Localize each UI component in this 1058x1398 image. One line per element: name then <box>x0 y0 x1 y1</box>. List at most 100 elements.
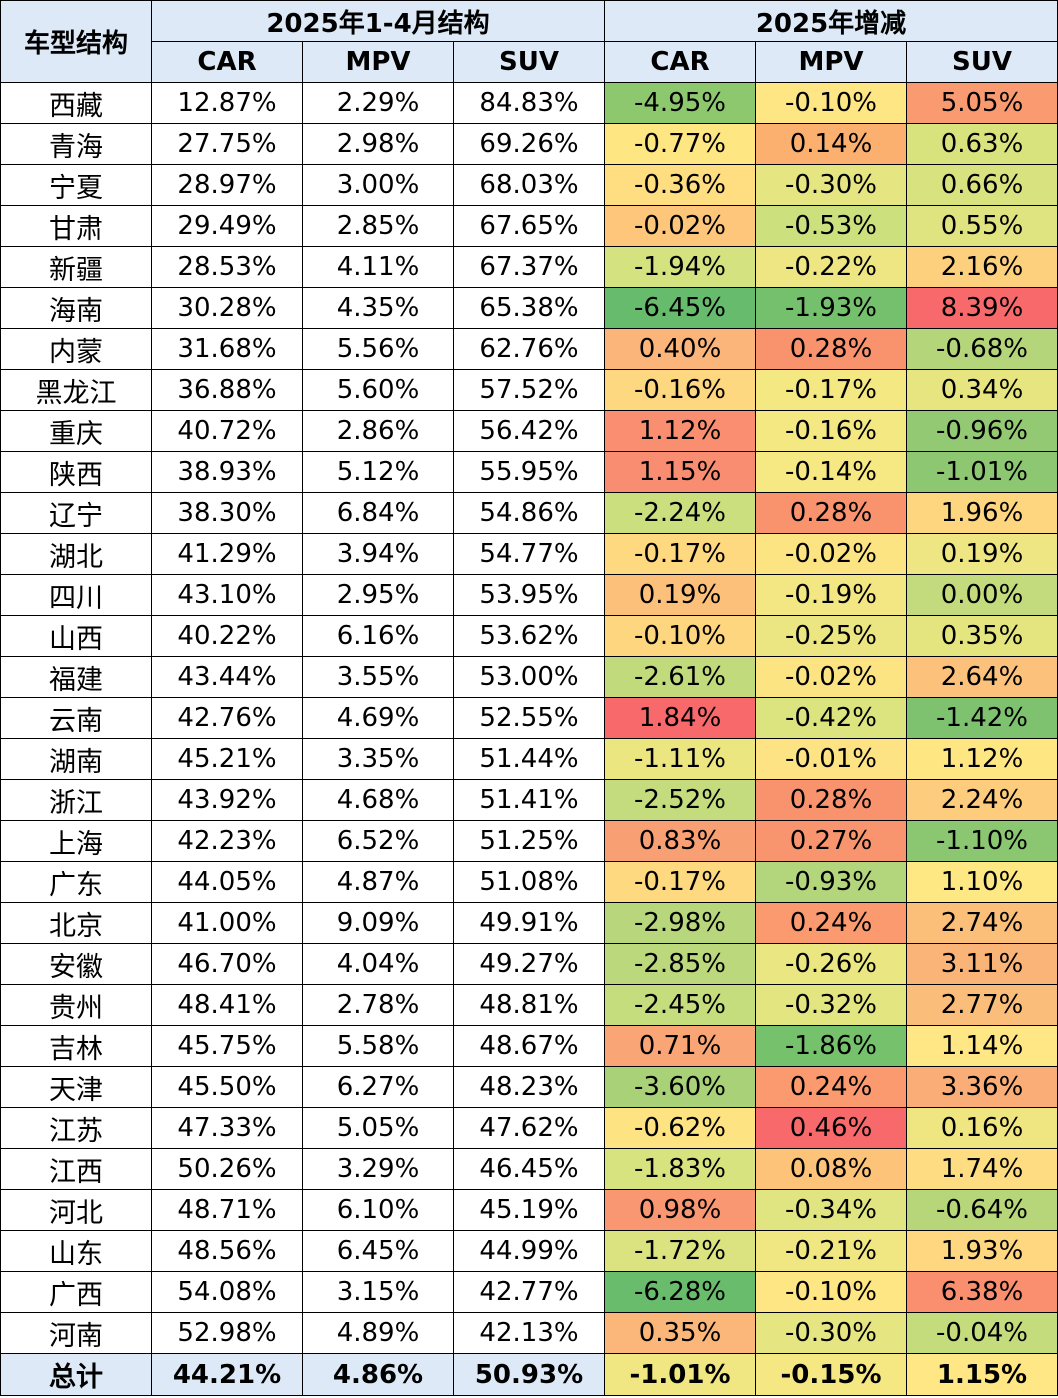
car-change-cell: -0.62% <box>604 1107 756 1149</box>
province-cell: 浙江 <box>0 779 152 821</box>
car-change-cell: 0.98% <box>604 1189 756 1231</box>
province-cell: 天津 <box>0 1066 152 1108</box>
car-change-cell: -3.60% <box>604 1066 756 1108</box>
mpv-share-cell: 4.68% <box>302 779 454 821</box>
col-header-mpv: MPV <box>302 41 454 83</box>
table-row: 福建 43.44% 3.55% 53.00% -2.61% -0.02% 2.64% <box>0 656 1058 698</box>
mpv-change-cell: -0.21% <box>755 1230 907 1272</box>
car-share-cell: 40.22% <box>151 615 303 657</box>
car-change-cell: -2.61% <box>604 656 756 698</box>
table-row: 四川 43.10% 2.95% 53.95% 0.19% -0.19% 0.00% <box>0 574 1058 616</box>
mpv-share-cell: 2.95% <box>302 574 454 616</box>
mpv-share-cell: 4.04% <box>302 943 454 985</box>
car-share-cell: 44.21% <box>151 1353 303 1396</box>
car-change-cell: -1.72% <box>604 1230 756 1272</box>
table-row: 重庆 40.72% 2.86% 56.42% 1.12% -0.16% -0.96% <box>0 410 1058 452</box>
suv-share-cell: 51.41% <box>453 779 605 821</box>
mpv-share-cell: 6.16% <box>302 615 454 657</box>
table-row: 山西 40.22% 6.16% 53.62% -0.10% -0.25% 0.35% <box>0 615 1058 657</box>
province-cell: 辽宁 <box>0 492 152 534</box>
province-cell: 新疆 <box>0 246 152 288</box>
car-change-cell: -0.77% <box>604 123 756 165</box>
mpv-change-cell: 0.28% <box>755 328 907 370</box>
suv-change-cell: -0.04% <box>905 1312 1058 1354</box>
mpv-change-cell: -0.02% <box>755 656 907 698</box>
suv-change-cell: 3.11% <box>905 943 1058 985</box>
suv-change-cell: 2.77% <box>905 984 1058 1026</box>
suv-share-cell: 53.62% <box>453 615 605 657</box>
mpv-share-cell: 6.84% <box>302 492 454 534</box>
car-share-cell: 41.29% <box>151 533 303 575</box>
car-share-cell: 52.98% <box>151 1312 303 1354</box>
mpv-change-cell: -0.30% <box>755 164 907 206</box>
car-share-cell: 30.28% <box>151 287 303 329</box>
total-row: 总计 44.21% 4.86% 50.93% -1.01% -0.15% 1.15% <box>0 1353 1058 1396</box>
mpv-share-cell: 3.55% <box>302 656 454 698</box>
col-header-mpv-change: MPV <box>755 41 907 83</box>
mpv-change-cell: -0.53% <box>755 205 907 247</box>
province-cell: 湖南 <box>0 738 152 780</box>
car-change-cell: -1.83% <box>604 1148 756 1190</box>
suv-share-cell: 46.45% <box>453 1148 605 1190</box>
mpv-change-cell: -1.93% <box>755 287 907 329</box>
suv-change-cell: 8.39% <box>905 287 1058 329</box>
mpv-share-cell: 3.15% <box>302 1271 454 1313</box>
province-cell: 湖北 <box>0 533 152 575</box>
mpv-change-cell: -1.86% <box>755 1025 907 1067</box>
mpv-share-cell: 5.56% <box>302 328 454 370</box>
car-share-cell: 50.26% <box>151 1148 303 1190</box>
car-change-cell: -1.01% <box>604 1353 756 1396</box>
province-cell: 贵州 <box>0 984 152 1026</box>
mpv-change-cell: -0.93% <box>755 861 907 903</box>
suv-share-cell: 56.42% <box>453 410 605 452</box>
mpv-share-cell: 2.98% <box>302 123 454 165</box>
province-cell: 江苏 <box>0 1107 152 1149</box>
province-cell: 河南 <box>0 1312 152 1354</box>
suv-share-cell: 42.13% <box>453 1312 605 1354</box>
mpv-change-cell: 0.27% <box>755 820 907 862</box>
mpv-share-cell: 5.60% <box>302 369 454 411</box>
suv-change-cell: 1.74% <box>905 1148 1058 1190</box>
suv-change-cell: 0.55% <box>905 205 1058 247</box>
mpv-change-cell: -0.19% <box>755 574 907 616</box>
table-row: 广东 44.05% 4.87% 51.08% -0.17% -0.93% 1.10% <box>0 861 1058 903</box>
suv-change-cell: 2.16% <box>905 246 1058 288</box>
suv-share-cell: 53.00% <box>453 656 605 698</box>
suv-change-cell: 0.19% <box>905 533 1058 575</box>
suv-share-cell: 84.83% <box>453 82 605 124</box>
car-change-cell: -2.45% <box>604 984 756 1026</box>
mpv-change-cell: -0.25% <box>755 615 907 657</box>
car-share-cell: 42.76% <box>151 697 303 739</box>
car-share-cell: 48.71% <box>151 1189 303 1231</box>
mpv-share-cell: 3.00% <box>302 164 454 206</box>
car-share-cell: 40.72% <box>151 410 303 452</box>
suv-share-cell: 68.03% <box>453 164 605 206</box>
mpv-change-cell: 0.14% <box>755 123 907 165</box>
car-change-cell: -0.16% <box>604 369 756 411</box>
province-cell: 甘肃 <box>0 205 152 247</box>
province-cell: 山东 <box>0 1230 152 1272</box>
table-header: 车型结构 2025年1-4月结构 2025年增减 CAR MPV SUV CAR… <box>0 0 1058 83</box>
car-change-cell: 1.84% <box>604 697 756 739</box>
car-change-cell: -1.94% <box>604 246 756 288</box>
car-share-cell: 31.68% <box>151 328 303 370</box>
suv-share-cell: 67.37% <box>453 246 605 288</box>
table-row: 江西 50.26% 3.29% 46.45% -1.83% 0.08% 1.74% <box>0 1148 1058 1190</box>
mpv-change-cell: 0.24% <box>755 902 907 944</box>
mpv-share-cell: 5.58% <box>302 1025 454 1067</box>
mpv-share-cell: 5.12% <box>302 451 454 493</box>
suv-change-cell: -0.96% <box>905 410 1058 452</box>
car-share-cell: 45.50% <box>151 1066 303 1108</box>
col-header-car-change: CAR <box>604 41 756 83</box>
province-cell: 黑龙江 <box>0 369 152 411</box>
suv-change-cell: -1.42% <box>905 697 1058 739</box>
suv-share-cell: 49.27% <box>453 943 605 985</box>
table-row: 天津 45.50% 6.27% 48.23% -3.60% 0.24% 3.36% <box>0 1066 1058 1108</box>
mpv-share-cell: 6.27% <box>302 1066 454 1108</box>
suv-change-cell: 6.38% <box>905 1271 1058 1313</box>
mpv-share-cell: 4.35% <box>302 287 454 329</box>
mpv-share-cell: 9.09% <box>302 902 454 944</box>
mpv-change-cell: -0.16% <box>755 410 907 452</box>
mpv-share-cell: 4.87% <box>302 861 454 903</box>
car-change-cell: 1.12% <box>604 410 756 452</box>
